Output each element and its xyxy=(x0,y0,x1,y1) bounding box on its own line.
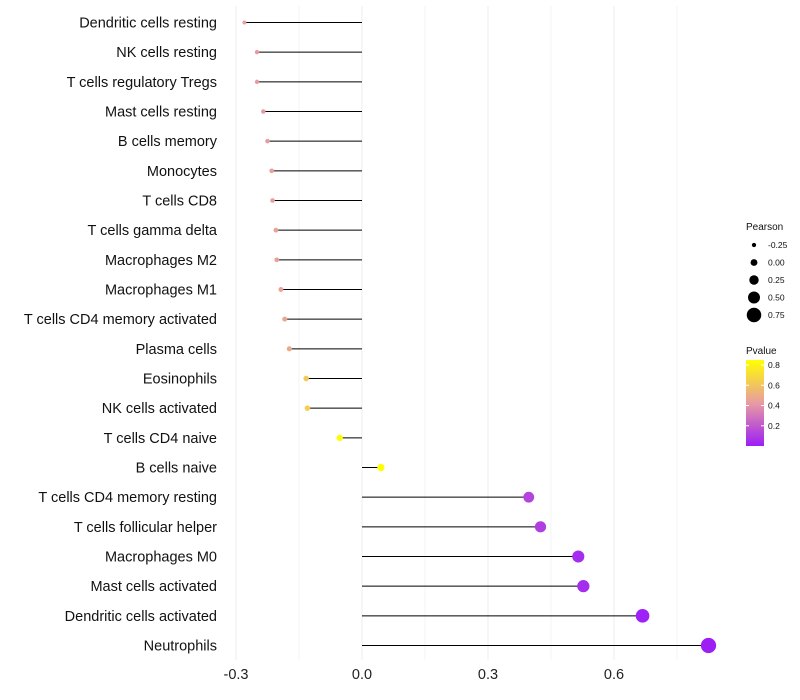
size-legend-label: -0.25 xyxy=(768,240,788,250)
category-label: Mast cells activated xyxy=(90,579,217,595)
size-legend-items: -0.25 0.00 0.25 0.50 0.75 xyxy=(746,240,788,323)
lollipop-point xyxy=(269,168,275,174)
category-label: T cells CD8 xyxy=(142,194,217,210)
category-label: B cells naive xyxy=(136,461,217,477)
lollipop-point xyxy=(303,375,309,382)
color-legend-title: Pvalue xyxy=(746,346,777,357)
lollipop-point xyxy=(273,227,279,233)
color-legend-ticks: 0.2 0.4 0.6 0.8 xyxy=(746,360,780,431)
lollipop-point xyxy=(278,287,284,292)
color-legend: Pvalue 0.2 0.4 0.6 0.8 xyxy=(746,346,780,446)
grid-layer xyxy=(235,6,678,660)
lollipop-point xyxy=(265,138,270,144)
lollipop-point xyxy=(523,491,535,503)
colorbar-label: 0.6 xyxy=(768,380,780,390)
lollipop-point xyxy=(286,346,292,352)
size-legend-label: 0.25 xyxy=(768,275,785,285)
category-label: Macrophages M0 xyxy=(105,550,217,566)
size-legend: Pearson -0.25 0.00 0.25 0.50 0.75 xyxy=(746,222,788,323)
category-label: Monocytes xyxy=(147,164,217,180)
x-tick-label: 0.3 xyxy=(478,667,498,683)
lollipop-point xyxy=(572,550,585,563)
lollipop-point xyxy=(270,198,275,203)
lollipop-point xyxy=(534,521,547,533)
lollipop-point xyxy=(336,434,343,441)
lollipop-point xyxy=(377,463,385,472)
category-labels: Dendritic cells resting NK cells resting T… xyxy=(24,16,218,655)
category-label: T cells CD4 memory activated xyxy=(24,312,217,328)
category-label: Macrophages M1 xyxy=(105,283,217,299)
size-legend-title: Pearson xyxy=(746,222,783,233)
category-label: T cells regulatory Tregs xyxy=(67,75,217,91)
lollipop-point xyxy=(274,257,280,263)
size-legend-dot xyxy=(749,275,759,285)
lollipop-point xyxy=(242,20,247,25)
category-label: Neutrophils xyxy=(144,639,217,655)
category-label: T cells CD4 naive xyxy=(104,431,217,447)
x-tick-label: 0.6 xyxy=(604,667,624,683)
colorbar-label: 0.4 xyxy=(768,401,780,411)
point-layer xyxy=(242,20,717,654)
colorbar-label: 0.2 xyxy=(768,421,780,431)
size-legend-dot xyxy=(746,307,762,323)
category-label: Dendritic cells activated xyxy=(65,609,217,625)
category-label: Macrophages M2 xyxy=(105,253,217,269)
size-legend-label: 0.75 xyxy=(768,310,785,320)
size-legend-dot xyxy=(750,259,758,266)
size-legend-dot xyxy=(751,242,757,248)
x-tick-label: 0.0 xyxy=(352,667,372,683)
category-label: Mast cells resting xyxy=(105,105,217,121)
x-axis-tick-labels: -0.3 0.0 0.3 0.6 xyxy=(224,667,625,683)
lollipop-point xyxy=(577,580,590,593)
category-label: Plasma cells xyxy=(136,342,217,358)
category-label: T cells CD4 memory resting xyxy=(38,490,217,506)
size-legend-label: 0.00 xyxy=(768,258,785,268)
category-label: B cells memory xyxy=(118,134,218,150)
colorbar-label: 0.8 xyxy=(768,360,780,370)
lollipop-point xyxy=(635,609,650,623)
category-label: T cells follicular helper xyxy=(74,520,217,536)
lollipop-point xyxy=(304,405,311,411)
lollipop-point xyxy=(700,637,717,654)
lollipop-point xyxy=(282,316,288,322)
size-legend-label: 0.50 xyxy=(768,293,785,303)
category-label: Dendritic cells resting xyxy=(79,16,217,32)
category-label: NK cells resting xyxy=(116,45,217,61)
lollipop-point xyxy=(254,79,260,84)
color-legend-colorbar xyxy=(746,360,764,446)
stem-layer xyxy=(244,22,709,646)
lollipop-point xyxy=(254,50,260,55)
x-tick-label: -0.3 xyxy=(224,667,249,683)
category-label: Eosinophils xyxy=(143,372,217,388)
category-label: NK cells activated xyxy=(102,401,217,417)
size-legend-dot xyxy=(748,291,760,304)
lollipop-point xyxy=(261,109,266,114)
category-label: T cells gamma delta xyxy=(88,223,218,239)
